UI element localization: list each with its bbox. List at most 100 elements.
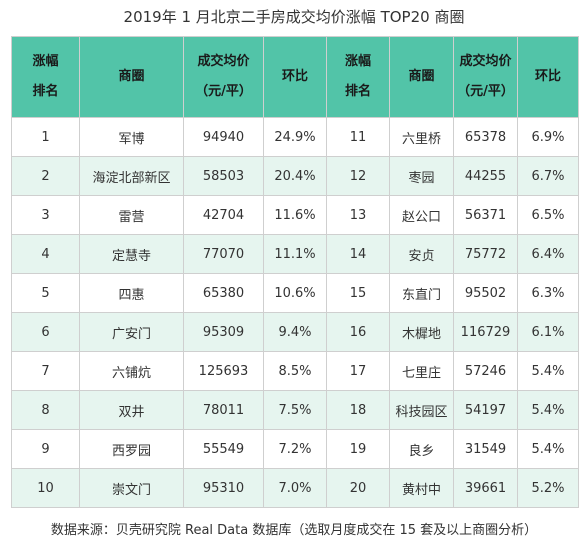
header-rank-line1: 涨幅 — [32, 54, 59, 69]
area-cell: 木樨地 — [389, 312, 454, 352]
header-rank-line2: 排名 — [32, 84, 59, 99]
area-cell: 东直门 — [389, 273, 454, 313]
table-row: 9 西罗园 55549 7.2% 19 良乡 31549 5.4% — [11, 429, 579, 469]
rank-cell: 4 — [11, 234, 80, 274]
header-rank-line2: 排名 — [344, 84, 371, 99]
area-cell: 七里庄 — [389, 351, 454, 391]
header-mom-left: 环比 — [263, 36, 327, 118]
mom-cell: 20.4% — [263, 156, 327, 196]
mom-cell: 7.2% — [263, 429, 327, 469]
area-cell: 四惠 — [79, 273, 184, 313]
header-rank-right: 涨幅 排名 — [326, 36, 390, 118]
rank-cell: 18 — [326, 390, 390, 430]
area-cell: 六铺炕 — [79, 351, 184, 391]
mom-cell: 6.9% — [517, 117, 579, 157]
price-cell: 65380 — [183, 273, 264, 313]
table-row: 5 四惠 65380 10.6% 15 东直门 95502 6.3% — [11, 273, 579, 313]
area-cell: 枣园 — [389, 156, 454, 196]
rank-cell: 7 — [11, 351, 80, 391]
mom-cell: 24.9% — [263, 117, 327, 157]
mom-cell: 10.6% — [263, 273, 327, 313]
mom-cell: 11.1% — [263, 234, 327, 274]
rank-cell: 13 — [326, 195, 390, 235]
header-area-right: 商圈 — [389, 36, 454, 118]
price-cell: 95310 — [183, 468, 264, 508]
mom-cell: 5.4% — [517, 390, 579, 430]
rank-cell: 3 — [11, 195, 80, 235]
price-cell: 95502 — [453, 273, 518, 313]
area-cell: 雷营 — [79, 195, 184, 235]
rank-cell: 10 — [11, 468, 80, 508]
price-cell: 57246 — [453, 351, 518, 391]
area-cell: 双井 — [79, 390, 184, 430]
mom-cell: 6.3% — [517, 273, 579, 313]
table-row: 7 六铺炕 125693 8.5% 17 七里庄 57246 5.4% — [11, 351, 579, 391]
table-row: 2 海淀北部新区 58503 20.4% 12 枣园 44255 6.7% — [11, 156, 579, 196]
price-cell: 44255 — [453, 156, 518, 196]
ranking-table-wrapper: 涨幅 排名 商圈 成交均价 （元/平） 环比 涨幅 排名 商圈 成交均价 （元/… — [11, 36, 579, 508]
mom-cell: 7.5% — [263, 390, 327, 430]
area-cell: 军博 — [79, 117, 184, 157]
area-cell: 六里桥 — [389, 117, 454, 157]
header-price-left: 成交均价 （元/平） — [183, 36, 264, 118]
rank-cell: 19 — [326, 429, 390, 469]
area-cell: 赵公口 — [389, 195, 454, 235]
rank-cell: 12 — [326, 156, 390, 196]
mom-cell: 6.5% — [517, 195, 579, 235]
price-cell: 42704 — [183, 195, 264, 235]
price-cell: 55549 — [183, 429, 264, 469]
price-cell: 31549 — [453, 429, 518, 469]
price-cell: 39661 — [453, 468, 518, 508]
mom-cell: 5.2% — [517, 468, 579, 508]
header-rank-line1: 涨幅 — [344, 54, 371, 69]
rank-cell: 1 — [11, 117, 80, 157]
mom-cell: 9.4% — [263, 312, 327, 352]
price-cell: 77070 — [183, 234, 264, 274]
area-cell: 科技园区 — [389, 390, 454, 430]
area-cell: 良乡 — [389, 429, 454, 469]
rank-cell: 2 — [11, 156, 80, 196]
area-cell: 定慧寺 — [79, 234, 184, 274]
rank-cell: 17 — [326, 351, 390, 391]
price-cell: 56371 — [453, 195, 518, 235]
ranking-table: 涨幅 排名 商圈 成交均价 （元/平） 环比 涨幅 排名 商圈 成交均价 （元/… — [11, 36, 579, 508]
mom-cell: 8.5% — [263, 351, 327, 391]
area-cell: 安贞 — [389, 234, 454, 274]
price-cell: 58503 — [183, 156, 264, 196]
mom-cell: 11.6% — [263, 195, 327, 235]
area-cell: 西罗园 — [79, 429, 184, 469]
header-price-line2: （元/平） — [195, 84, 252, 99]
table-row: 3 雷营 42704 11.6% 13 赵公口 56371 6.5% — [11, 195, 579, 235]
area-cell: 崇文门 — [79, 468, 184, 508]
area-cell: 海淀北部新区 — [79, 156, 184, 196]
table-row: 10 崇文门 95310 7.0% 20 黄村中 39661 5.2% — [11, 468, 579, 508]
price-cell: 75772 — [453, 234, 518, 274]
rank-cell: 5 — [11, 273, 80, 313]
rank-cell: 16 — [326, 312, 390, 352]
area-cell: 广安门 — [79, 312, 184, 352]
price-cell: 125693 — [183, 351, 264, 391]
header-price-right: 成交均价 （元/平） — [453, 36, 518, 118]
mom-cell: 6.1% — [517, 312, 579, 352]
rank-cell: 20 — [326, 468, 390, 508]
price-cell: 116729 — [453, 312, 518, 352]
table-row: 1 军博 94940 24.9% 11 六里桥 65378 6.9% — [11, 117, 579, 157]
rank-cell: 11 — [326, 117, 390, 157]
mom-cell: 5.4% — [517, 429, 579, 469]
table-row: 4 定慧寺 77070 11.1% 14 安贞 75772 6.4% — [11, 234, 579, 274]
mom-cell: 6.7% — [517, 156, 579, 196]
rank-cell: 9 — [11, 429, 80, 469]
header-price-line1: 成交均价 — [459, 54, 512, 69]
header-area-left: 商圈 — [79, 36, 184, 118]
header-mom-right: 环比 — [517, 36, 579, 118]
mom-cell: 7.0% — [263, 468, 327, 508]
area-cell: 黄村中 — [389, 468, 454, 508]
table-row: 6 广安门 95309 9.4% 16 木樨地 116729 6.1% — [11, 312, 579, 352]
source-footnote: 数据来源：贝壳研究院 Real Data 数据库（选取月度成交在 15 套及以上… — [50, 523, 538, 538]
price-cell: 65378 — [453, 117, 518, 157]
rank-cell: 15 — [326, 273, 390, 313]
price-cell: 94940 — [183, 117, 264, 157]
header-price-line1: 成交均价 — [197, 54, 250, 69]
price-cell: 54197 — [453, 390, 518, 430]
price-cell: 78011 — [183, 390, 264, 430]
